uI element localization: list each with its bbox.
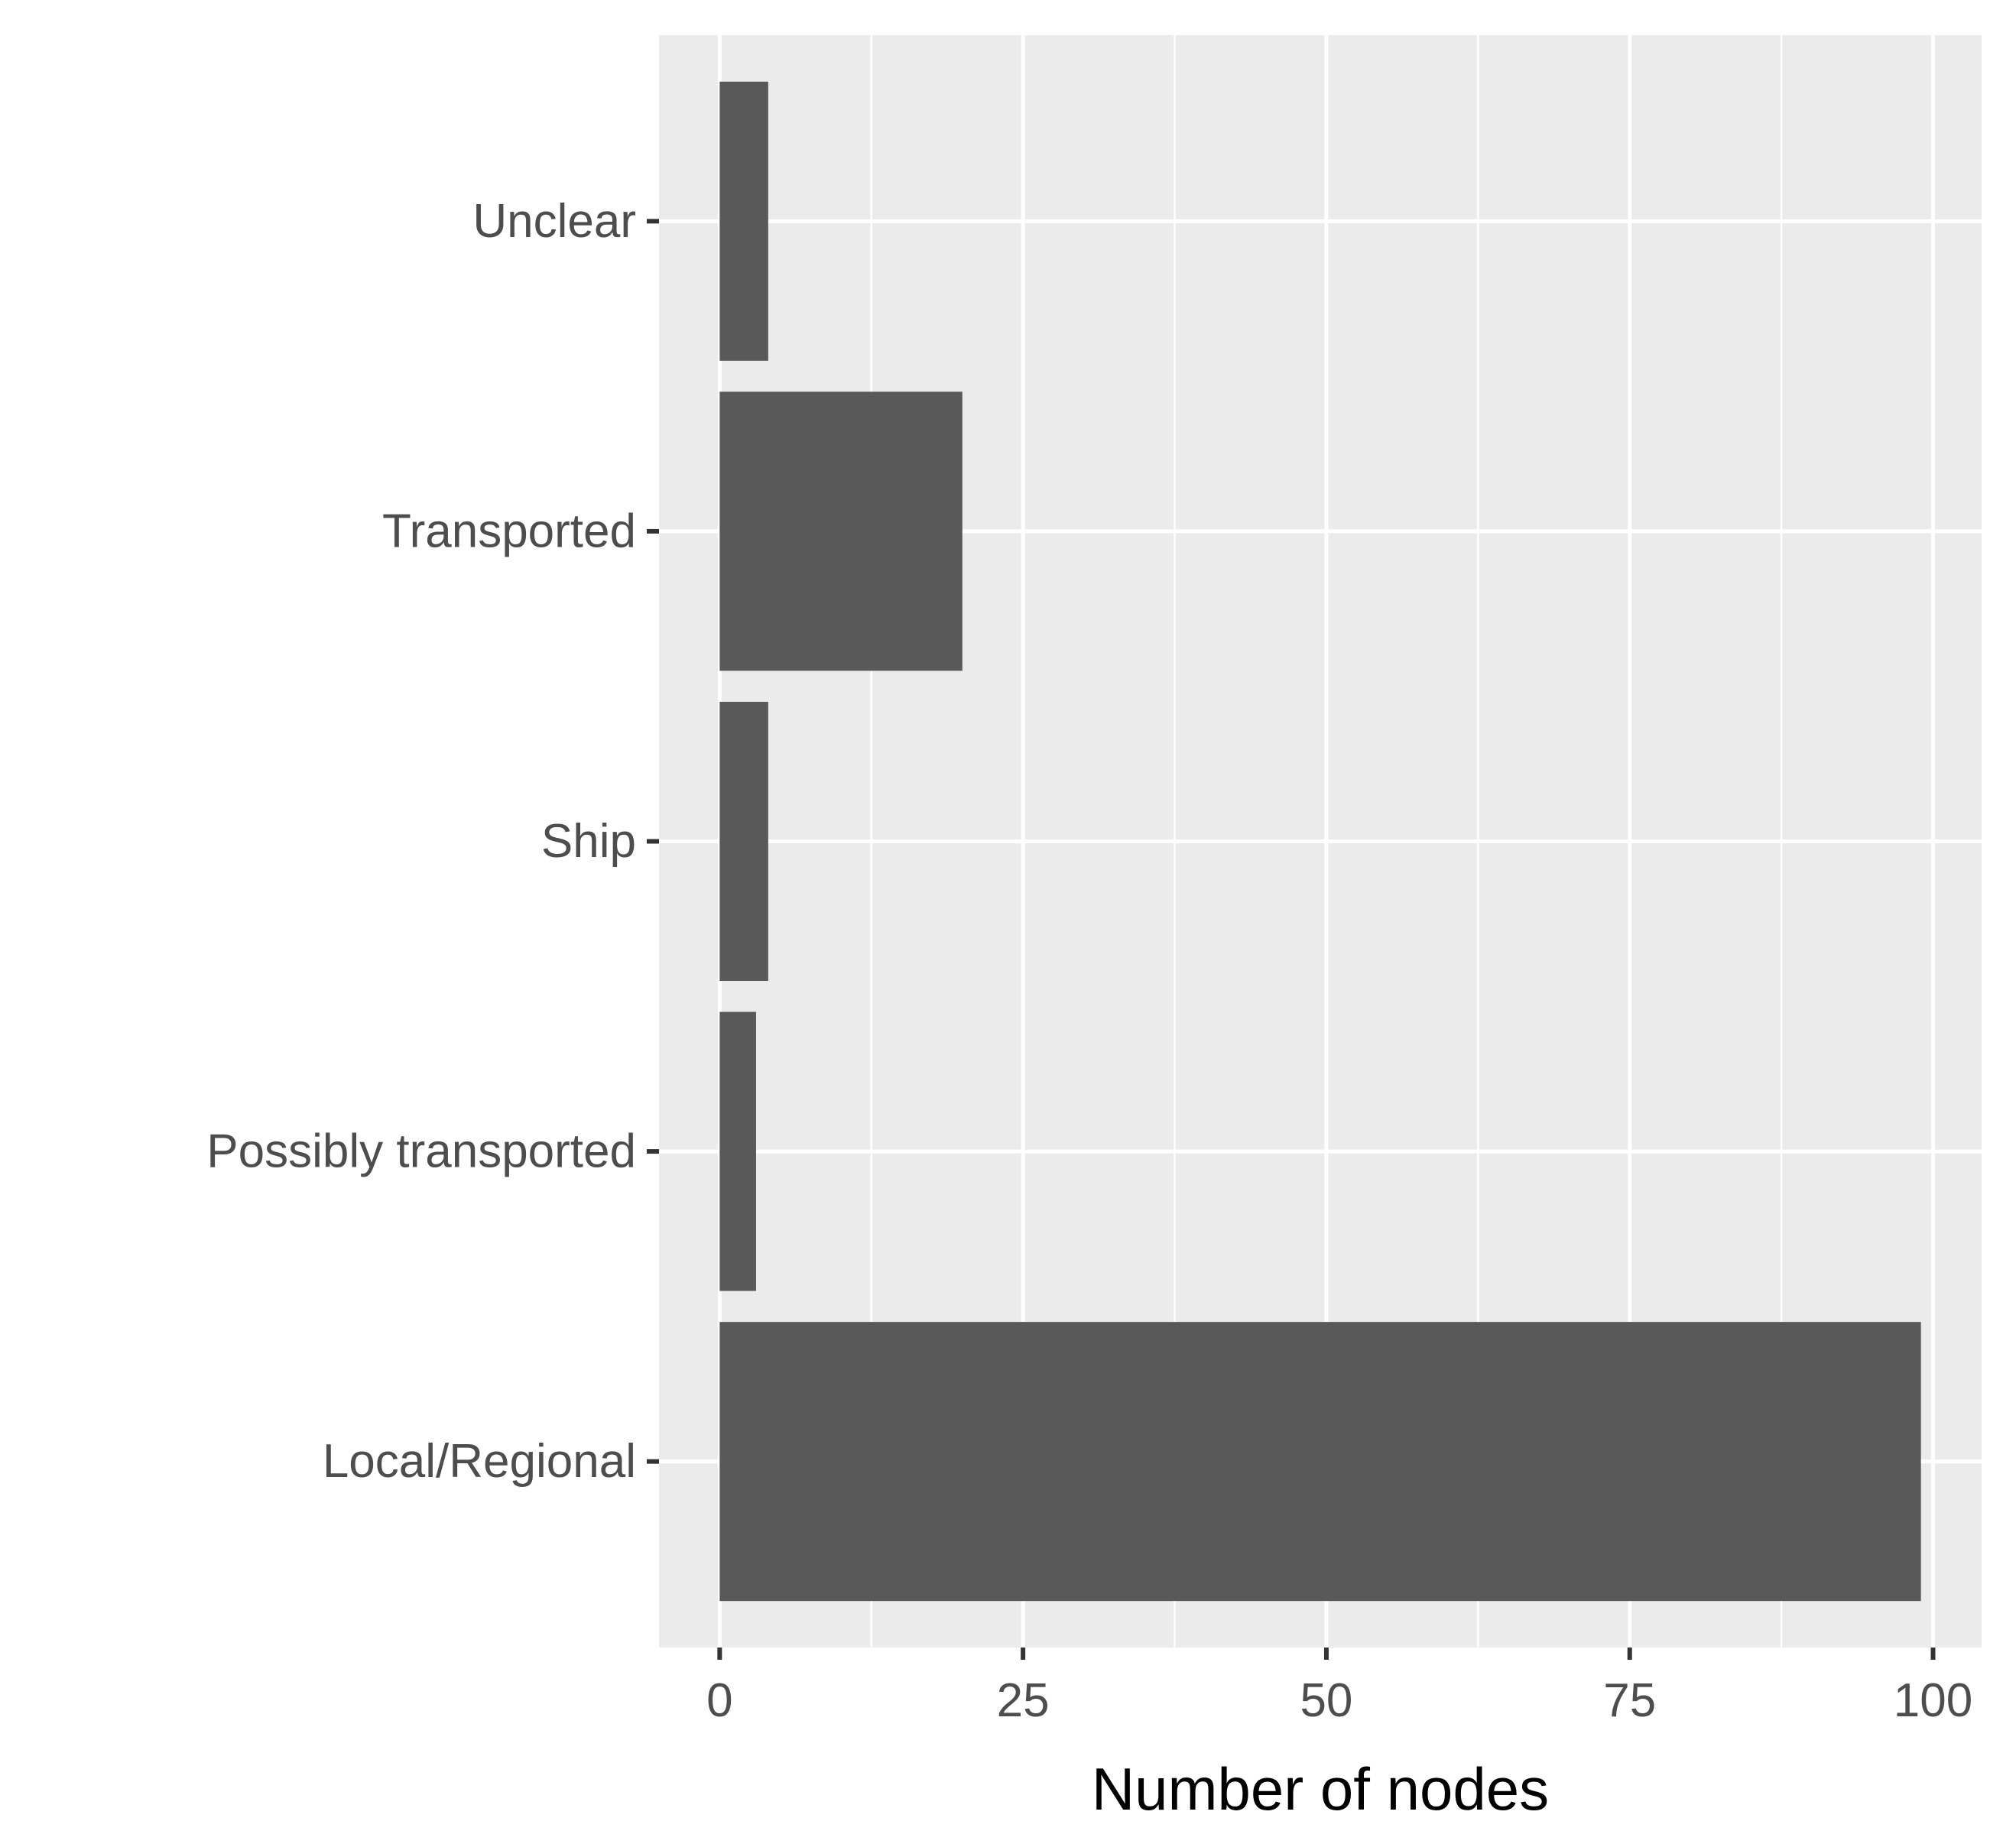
bar-ship: [719, 701, 768, 982]
bar-local-regional: [719, 1322, 1921, 1602]
y-tick-label: Ship: [541, 815, 636, 868]
bar-transported: [719, 391, 963, 671]
x-tick-label: 25: [997, 1674, 1050, 1727]
x-tick-label: 50: [1300, 1674, 1352, 1727]
x-tick-label: 75: [1603, 1674, 1656, 1727]
y-tick-label: Local/Regional: [323, 1435, 636, 1488]
bar-possibly-transported: [719, 1011, 756, 1291]
x-axis-title: Number of nodes: [1092, 1755, 1549, 1823]
x-tick-label: 100: [1894, 1674, 1972, 1727]
y-tick-label: Unclear: [472, 195, 636, 248]
bar-unclear: [719, 81, 768, 361]
x-tick-label: 0: [706, 1674, 732, 1727]
y-tick-label: Transported: [382, 505, 636, 557]
bars: [719, 81, 1921, 1602]
y-axis: Unclear Transported Ship Possibly transport…: [206, 195, 659, 1488]
y-tick-label: Possibly transported: [206, 1125, 636, 1178]
x-axis: 0 25 50 75 100: [706, 1648, 1972, 1727]
